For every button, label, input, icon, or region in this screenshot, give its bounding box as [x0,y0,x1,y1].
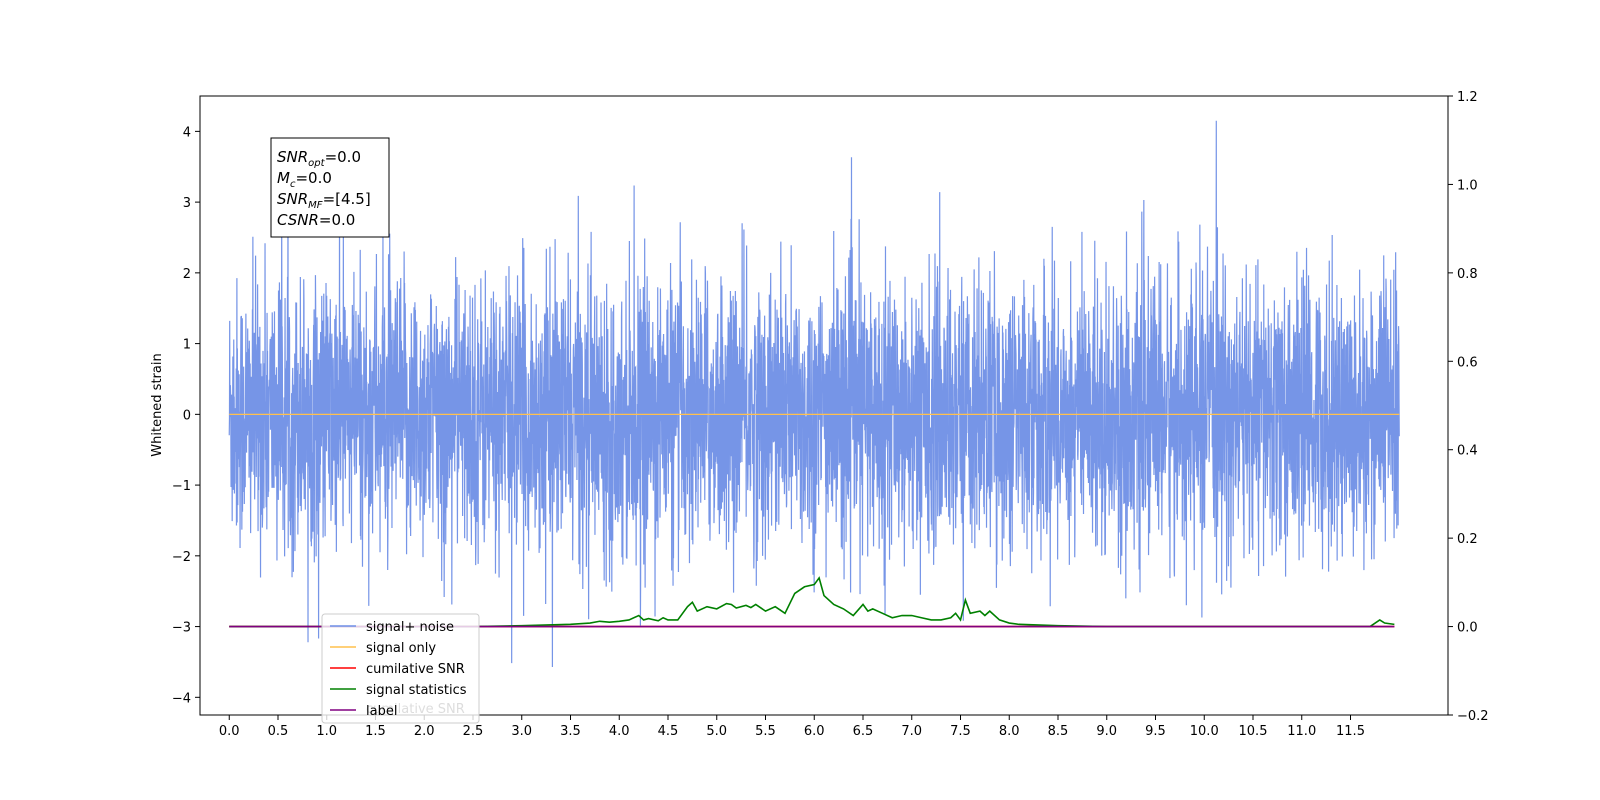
x-tick-label: 3.5 [560,724,581,739]
legend-label: label [366,704,397,719]
y-axis-right: −0.2 0.0 0.2 0.4 0.6 0.8 1.0 1.2 [1448,90,1489,724]
y-left-tick-label: 2 [183,267,191,282]
legend-label: signal statistics [366,683,467,698]
x-tick-label: 5.5 [755,724,776,739]
annotation-line: Mc=0.0 [277,169,332,190]
x-tick-label: 11.0 [1287,724,1316,739]
x-tick-label: 0.5 [268,724,289,739]
series-line-signal-statistics [229,576,1395,628]
y-left-tick-label: −2 [172,550,191,565]
x-tick-label: 1.5 [365,724,386,739]
y-axis-label: Whitened strain [150,353,165,456]
x-tick-label: 9.0 [1096,724,1117,739]
series-line-signal-noise [228,120,1400,667]
x-tick-label: 6.0 [804,724,825,739]
y-right-tick-label: −0.2 [1457,709,1489,724]
x-tick-label: 4.0 [609,724,630,739]
annotation-line: SNRopt=0.0 [277,148,361,169]
x-tick-label: 2.5 [463,724,484,739]
y-left-tick-label: −1 [172,479,191,494]
x-axis: 0.0 0.5 1.0 1.5 2.0 2.5 3.0 3.5 4.0 4.5 5.0 5.5 6.0 6… [219,715,1365,739]
x-tick-label: 6.5 [853,724,874,739]
series-layer [228,120,1400,667]
y-right-tick-label: 0.6 [1457,355,1478,370]
y-right-tick-label: 1.0 [1457,178,1478,193]
x-tick-label: 1.0 [316,724,337,739]
y-left-tick-label: 0 [183,408,191,423]
y-left-tick-label: 1 [183,338,191,353]
legend-hidden-text: cumilative SNR [366,702,465,717]
x-tick-label: 0.0 [219,724,240,739]
x-tick-label: 8.5 [1048,724,1069,739]
x-tick-label: 11.5 [1336,724,1365,739]
y-right-tick-label: 0.2 [1457,532,1478,547]
legend: cumilative SNR signal+ noise signal only c… [321,613,480,724]
y-right-tick-label: 0.4 [1457,444,1478,459]
y-left-tick-label: −3 [172,621,191,636]
x-tick-label: 7.5 [950,724,971,739]
y-axis-left: −4 −3 −2 −1 0 1 2 3 4 [172,125,200,706]
x-tick-label: 7.0 [901,724,922,739]
x-tick-label: 3.0 [511,724,532,739]
y-left-tick-label: −4 [172,691,191,706]
plot-frame [199,95,1449,716]
y-left-tick-label: 4 [183,125,191,140]
x-tick-label: 10.5 [1239,724,1268,739]
y-left-tick-label: 3 [183,196,191,211]
y-right-tick-label: 1.2 [1457,90,1478,105]
x-tick-label: 9.5 [1145,724,1166,739]
x-tick-label: 2.0 [414,724,435,739]
x-tick-label: 10.0 [1190,724,1219,739]
y-right-tick-label: 0.8 [1457,267,1478,282]
annotation-line: CSNR=0.0 [277,211,355,229]
legend-label: cumilative SNR [366,662,465,677]
legend-label: signal+ noise [366,620,454,635]
x-tick-label: 8.0 [999,724,1020,739]
legend-label: signal only [366,641,436,656]
x-tick-label: 5.0 [706,724,727,739]
annotation-line: SNRMF=[4.5] [277,190,371,211]
y-right-tick-label: 0.0 [1457,621,1478,636]
x-tick-label: 4.5 [658,724,679,739]
